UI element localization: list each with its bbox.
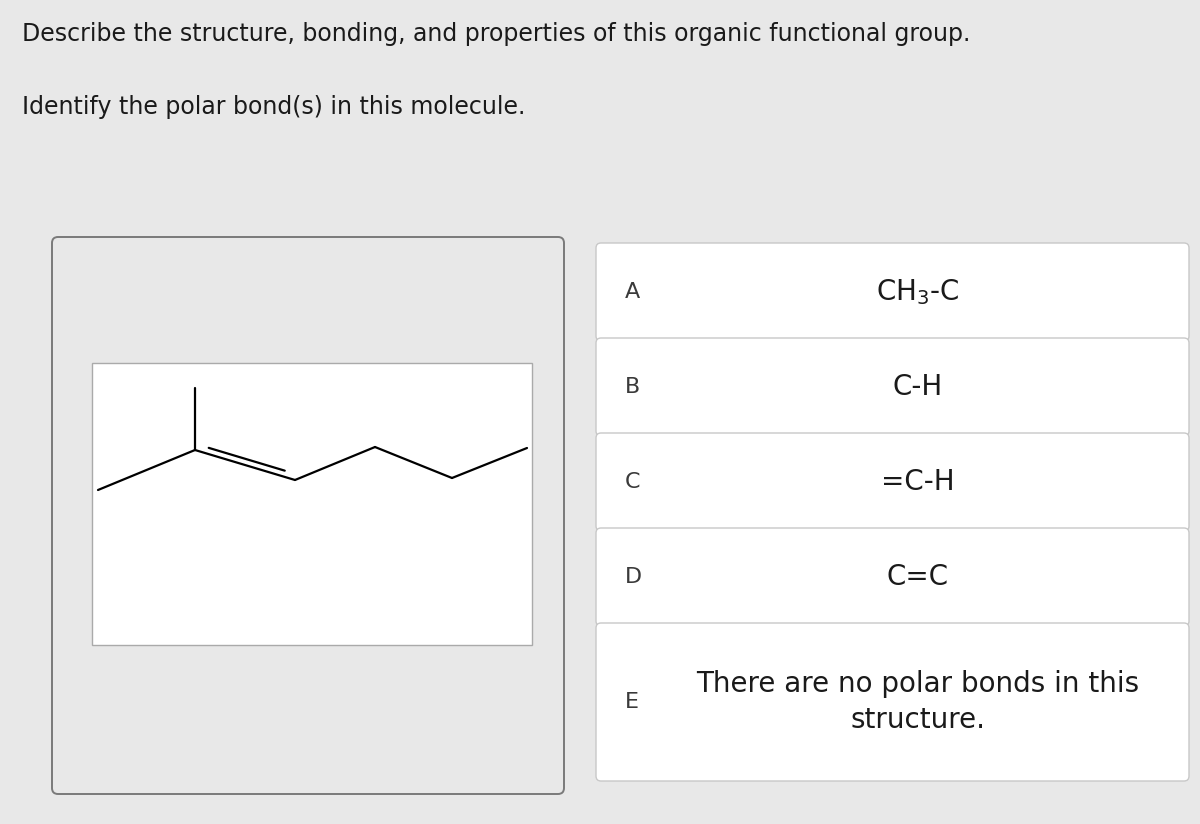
Text: E: E: [625, 692, 640, 712]
Text: There are no polar bonds in this
structure.: There are no polar bonds in this structu…: [696, 670, 1139, 734]
Text: CH$_3$-C: CH$_3$-C: [876, 277, 959, 307]
Text: C=C: C=C: [887, 563, 948, 591]
FancyBboxPatch shape: [52, 237, 564, 794]
Text: B: B: [625, 377, 641, 397]
Text: =C-H: =C-H: [881, 468, 954, 496]
FancyBboxPatch shape: [596, 243, 1189, 341]
Text: Identify the polar bond(s) in this molecule.: Identify the polar bond(s) in this molec…: [22, 95, 526, 119]
Text: A: A: [625, 282, 641, 302]
Text: C: C: [625, 472, 641, 492]
FancyBboxPatch shape: [596, 528, 1189, 626]
Text: D: D: [625, 567, 642, 587]
FancyBboxPatch shape: [92, 363, 532, 645]
FancyBboxPatch shape: [596, 623, 1189, 781]
FancyBboxPatch shape: [596, 433, 1189, 531]
Text: C-H: C-H: [893, 373, 943, 401]
Text: Describe the structure, bonding, and properties of this organic functional group: Describe the structure, bonding, and pro…: [22, 22, 971, 46]
FancyBboxPatch shape: [596, 338, 1189, 436]
